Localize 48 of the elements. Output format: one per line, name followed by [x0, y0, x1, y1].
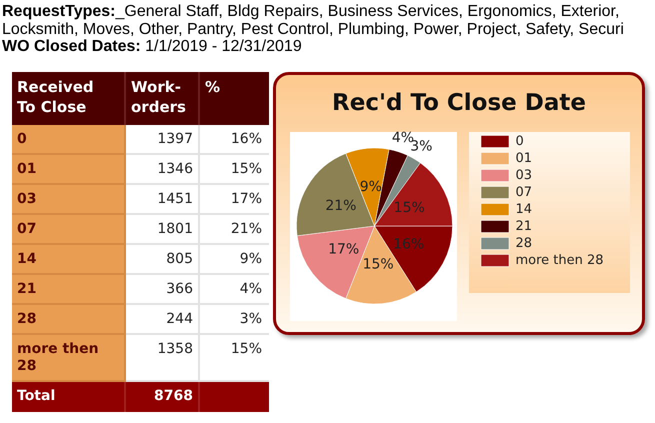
- text: WO Closed Dates: 1/1/2019 - 12/31/2019: [2, 38, 303, 56]
- legend-label: 21: [516, 218, 532, 234]
- x-tick-label: Work-orders: [131, 77, 187, 117]
- text: 9%: [240, 251, 262, 267]
- text: 16%: [230, 131, 262, 147]
- data-label: 366: [165, 281, 193, 298]
- text: 15%: [230, 161, 262, 177]
- data-label: 1358: [156, 341, 193, 358]
- data-label: 15%: [362, 256, 394, 272]
- data-label: 1346: [156, 161, 193, 178]
- y-tick-label: 14: [17, 251, 38, 268]
- text: Total: [17, 388, 56, 405]
- text: 15%: [230, 341, 262, 357]
- data-label: 21%: [230, 220, 263, 238]
- data-label: 16%: [393, 236, 424, 252]
- data-label: 17%: [328, 242, 360, 258]
- chart-title: Rec'd To Close Date: [331, 89, 587, 117]
- legend-label: 14: [516, 202, 532, 217]
- legend-label: 0: [516, 134, 524, 149]
- data-label: 1801: [156, 221, 193, 238]
- data-label: 1451: [156, 191, 193, 208]
- text: 8768: [154, 388, 193, 404]
- text: RequestTypes:_General Staff, Bldg Repairs, Business Services, Ergonomics, Exterior,: [2, 3, 620, 20]
- y-tick-label: 21: [17, 281, 38, 298]
- legend-label: 03: [516, 168, 532, 183]
- data-label: 9%: [360, 178, 382, 195]
- data-label: 4%: [392, 130, 414, 146]
- data-label: 244: [165, 311, 193, 328]
- text: 17%: [230, 191, 262, 207]
- legend-label: more then 28: [516, 252, 604, 268]
- y-axis-title: Received To Close: [17, 77, 95, 117]
- y-tick-label: more then 28: [17, 341, 100, 375]
- text: Locksmith, Moves, Other, Pantry, Pest Control, Plumbing, Power, Project, Safety, Securi: [2, 20, 624, 38]
- text: 3%: [240, 311, 262, 327]
- y-tick-label: 28: [17, 311, 38, 328]
- y-tick-label: 07: [17, 221, 38, 238]
- legend-label: 01: [516, 150, 532, 166]
- y-tick-label: 03: [17, 191, 38, 208]
- legend-label: 28: [516, 236, 532, 251]
- text: %: [204, 77, 222, 98]
- legend-label: 07: [516, 184, 532, 200]
- text: 4%: [240, 281, 262, 297]
- data-label: 1397: [156, 131, 193, 148]
- y-tick-label: 0: [17, 131, 28, 148]
- data-label: 805: [165, 251, 193, 268]
- text: 21%: [325, 198, 356, 214]
- data-label: 15%: [394, 200, 425, 216]
- y-tick-label: 01: [17, 161, 38, 178]
